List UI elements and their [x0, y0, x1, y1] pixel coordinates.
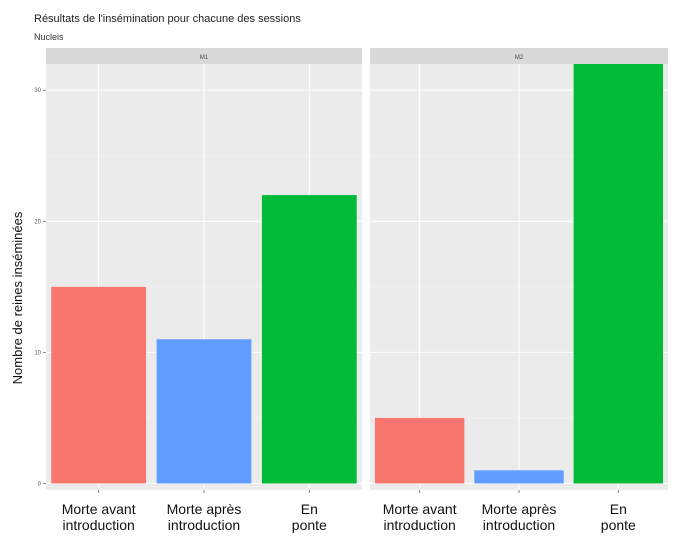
bar [573, 64, 664, 484]
facet-strip-label: M1 [200, 55, 209, 61]
y-tick-label: 0 [38, 481, 42, 487]
x-tick-label: Morte avant introduction [383, 501, 457, 533]
bar [474, 470, 564, 484]
bar [156, 339, 252, 484]
x-tick-label: Morte après introduction [482, 501, 557, 533]
x-tick-label: Morte avant introduction [62, 501, 136, 533]
facet-strip [370, 48, 668, 64]
chart-subtitle: Nucleis [34, 32, 64, 42]
x-tick-label-line: En [610, 501, 627, 517]
facet-strip-label: M2 [515, 55, 524, 61]
x-tick-label-line: ponte [601, 517, 636, 533]
x-tick-label-line: Morte avant [383, 501, 457, 517]
x-tick-label: En ponte [292, 501, 327, 533]
y-tick-label: 20 [34, 219, 41, 225]
x-tick-label-line: introduction [62, 517, 134, 533]
x-tick-label-line: introduction [383, 517, 455, 533]
x-tick-label-line: Morte après [482, 501, 557, 517]
y-tick-label: 10 [34, 350, 41, 356]
x-tick-label-line: introduction [168, 517, 240, 533]
x-tick-label: En ponte [601, 501, 636, 533]
bar [51, 286, 147, 484]
x-tick-label-line: introduction [483, 517, 555, 533]
chart-title: Résultats de l'insémination pour chacune… [34, 13, 301, 25]
facet-strip [46, 48, 362, 64]
x-tick-label-line: ponte [292, 517, 327, 533]
x-tick-label-line: Morte avant [62, 501, 136, 517]
y-axis-label: Nombre de reines inséminées [10, 211, 25, 384]
x-tick-label-line: Morte après [167, 501, 242, 517]
bar [374, 417, 465, 484]
x-tick-label: Morte après introduction [167, 501, 242, 533]
y-tick-label: 30 [34, 88, 41, 94]
bar [261, 195, 357, 484]
x-tick-label-line: En [301, 501, 318, 517]
